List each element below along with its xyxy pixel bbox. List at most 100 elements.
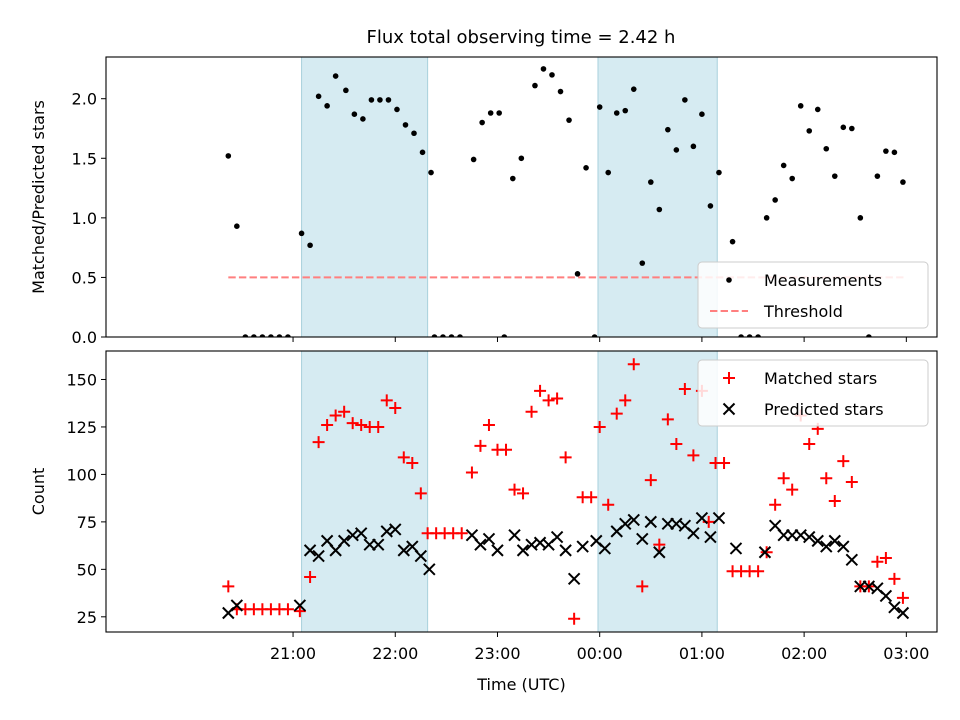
ratio-panel: 0.0 0.5 1.0 1.5 2.0 Matched/Predicted stars Me… bbox=[29, 56, 938, 347]
measurement-point bbox=[351, 111, 358, 117]
matched-stars-point bbox=[338, 405, 351, 418]
matched-stars-point bbox=[888, 572, 901, 585]
matched-stars-point bbox=[293, 605, 306, 618]
y-tick-label: 0.5 bbox=[72, 268, 97, 287]
matched-stars-point bbox=[845, 476, 858, 489]
chart-title: Flux total observing time = 2.42 h bbox=[367, 27, 676, 48]
measurement-point bbox=[368, 97, 375, 103]
measurement-point bbox=[831, 173, 838, 179]
matched-stars-point bbox=[678, 382, 691, 395]
measurement-point bbox=[591, 334, 598, 337]
matched-stars-point bbox=[769, 498, 782, 511]
measurement-point bbox=[755, 334, 761, 337]
matched-stars-point bbox=[879, 551, 892, 564]
axes-frame bbox=[105, 350, 938, 633]
plot-area bbox=[225, 57, 906, 337]
matched-stars-point bbox=[610, 407, 623, 420]
legend: Matched stars Predicted stars bbox=[697, 359, 929, 427]
measurement-point bbox=[501, 334, 508, 337]
shaded-interval bbox=[301, 351, 429, 632]
legend-predicted-swatch bbox=[722, 402, 736, 416]
measurement-point bbox=[840, 124, 847, 131]
predicted-stars-point bbox=[644, 515, 658, 529]
measurement-point bbox=[557, 88, 564, 95]
x-axis-label: Time (UTC) bbox=[476, 675, 565, 694]
measurement-point bbox=[772, 197, 778, 203]
matched-stars-point bbox=[568, 612, 581, 625]
legend-box bbox=[697, 359, 929, 427]
measurement-point bbox=[315, 93, 322, 100]
measurement-point bbox=[470, 156, 477, 163]
y-axis-label: Count bbox=[29, 468, 48, 516]
matched-stars-point bbox=[760, 546, 773, 559]
x-tick-label: 03:00 bbox=[883, 644, 929, 663]
measurement-point bbox=[656, 206, 663, 213]
predicted-stars-point bbox=[372, 538, 385, 551]
legend-box bbox=[697, 261, 929, 329]
matched-stars-point bbox=[585, 491, 598, 504]
matched-stars-point bbox=[627, 358, 640, 371]
measurement-point bbox=[716, 169, 722, 176]
predicted-stars-point bbox=[550, 530, 564, 544]
matched-stars-point bbox=[670, 438, 683, 451]
predicted-stars-point bbox=[567, 572, 581, 586]
measurement-point bbox=[251, 334, 257, 337]
predicted-stars-point bbox=[516, 544, 530, 557]
matched-stars-point bbox=[508, 483, 521, 496]
x-tick-label: 21:00 bbox=[270, 644, 316, 663]
measurement-point bbox=[298, 230, 305, 237]
predicted-stars-point bbox=[811, 534, 824, 548]
x-tick-label: 23:00 bbox=[474, 644, 520, 663]
measurement-point bbox=[707, 203, 714, 209]
measurement-point bbox=[574, 271, 581, 277]
matched-stars-point bbox=[551, 392, 564, 405]
measurement-point bbox=[874, 173, 881, 179]
predicted-stars-point bbox=[704, 530, 717, 544]
x-tick-label: 02:00 bbox=[781, 644, 827, 663]
measurement-point bbox=[532, 82, 538, 89]
matched-stars-point bbox=[414, 487, 427, 500]
matched-stars-point bbox=[687, 449, 700, 462]
measurement-point bbox=[549, 72, 555, 78]
y-tick-label: 0.0 bbox=[72, 328, 97, 347]
legend: Measurements Threshold bbox=[697, 261, 929, 329]
predicted-stars-point bbox=[712, 511, 726, 525]
measurement-point bbox=[496, 110, 502, 116]
measurement-point bbox=[596, 104, 603, 110]
y-tick-label: 50 bbox=[77, 560, 97, 579]
x-tick-label: 00:00 bbox=[577, 644, 623, 663]
predicted-stars-point bbox=[414, 549, 428, 563]
predicted-stars-point bbox=[687, 527, 700, 540]
measurement-point bbox=[665, 126, 671, 133]
measurement-point bbox=[630, 86, 637, 92]
measurement-point bbox=[242, 334, 249, 337]
y-tick-label: 1.0 bbox=[72, 209, 97, 228]
legend-label: Predicted stars bbox=[764, 400, 884, 419]
measurement-point bbox=[763, 215, 770, 221]
measurement-point bbox=[394, 106, 400, 113]
y-tick-label: 2.0 bbox=[72, 90, 97, 109]
predicted-stars-point bbox=[636, 532, 649, 546]
legend-matched-swatch bbox=[723, 372, 735, 384]
predicted-stars-point bbox=[729, 542, 743, 555]
measurement-point bbox=[540, 66, 547, 72]
predicted-stars-point bbox=[803, 530, 816, 544]
predicted-stars-point bbox=[888, 601, 901, 614]
measurement-point bbox=[487, 110, 494, 116]
matched-stars-point bbox=[661, 413, 674, 426]
matched-stars-point bbox=[559, 451, 572, 464]
matched-stars-point bbox=[803, 438, 816, 451]
predicted-stars-point bbox=[653, 546, 666, 559]
measurement-point bbox=[225, 153, 232, 159]
matched-stars-point bbox=[619, 394, 632, 407]
plot-area bbox=[222, 351, 910, 632]
measurement-point bbox=[780, 162, 787, 169]
y-tick-label: 25 bbox=[77, 608, 97, 627]
x-tick-label: 01:00 bbox=[679, 644, 725, 663]
measurement-point bbox=[797, 103, 804, 109]
measurement-point bbox=[457, 334, 463, 337]
measurement-point bbox=[510, 175, 516, 182]
predicted-stars-point bbox=[230, 599, 244, 612]
y-tick-label: 75 bbox=[77, 513, 97, 532]
predicted-stars-point bbox=[619, 517, 632, 530]
